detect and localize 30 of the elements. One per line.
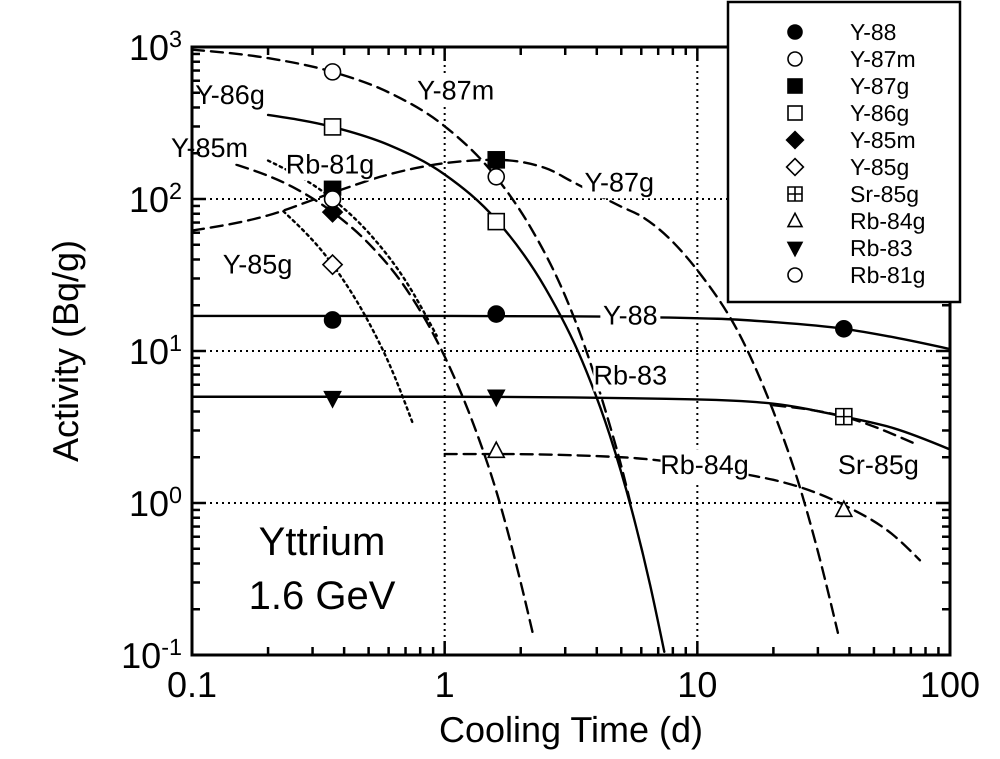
series-label: Rb-83 xyxy=(594,360,668,390)
legend-label: Y-87m xyxy=(850,46,916,72)
legend-label: Rb-84g xyxy=(850,208,926,234)
legend-label: Sr-85g xyxy=(850,181,920,207)
y-tick-label: 10$^{3}$ xyxy=(128,26,182,68)
legend-label: Y-88 xyxy=(850,19,896,45)
series-label: Rb-84g xyxy=(660,450,749,480)
legend-label: Rb-83 xyxy=(850,235,913,261)
legend-label: Y-85m xyxy=(850,127,916,153)
series-label: Y-86g xyxy=(195,80,265,110)
annotation: 1.6 GeV xyxy=(248,574,396,618)
y-tick-label: 10$^{2}$ xyxy=(128,178,182,220)
legend-label: Y-87g xyxy=(850,73,910,99)
y-tick-label: 10$^{0}$ xyxy=(128,482,182,524)
legend-label: Y-85g xyxy=(850,154,910,180)
x-tick-label: 10 xyxy=(677,664,718,705)
series-label: Y-87m xyxy=(417,75,494,106)
y-tick-label: 10$^{1}$ xyxy=(128,330,182,372)
x-axis-title: Cooling Time (d) xyxy=(438,709,704,750)
series-label: Y-87g xyxy=(584,167,654,198)
y-axis-title: Activity (Bq/g) xyxy=(45,240,86,462)
annotation: Yttrium xyxy=(258,520,386,564)
series-label: Y-88 xyxy=(603,300,658,331)
series-label: Y-85g xyxy=(222,250,292,280)
series-label: Rb-81g xyxy=(286,150,374,180)
x-tick-label: 100 xyxy=(920,664,980,705)
x-tick-label: 1 xyxy=(434,664,455,705)
legend-label: Y-86g xyxy=(850,100,910,126)
legend-label: Rb-81g xyxy=(850,262,926,288)
series-label: Sr-85g xyxy=(838,450,919,480)
